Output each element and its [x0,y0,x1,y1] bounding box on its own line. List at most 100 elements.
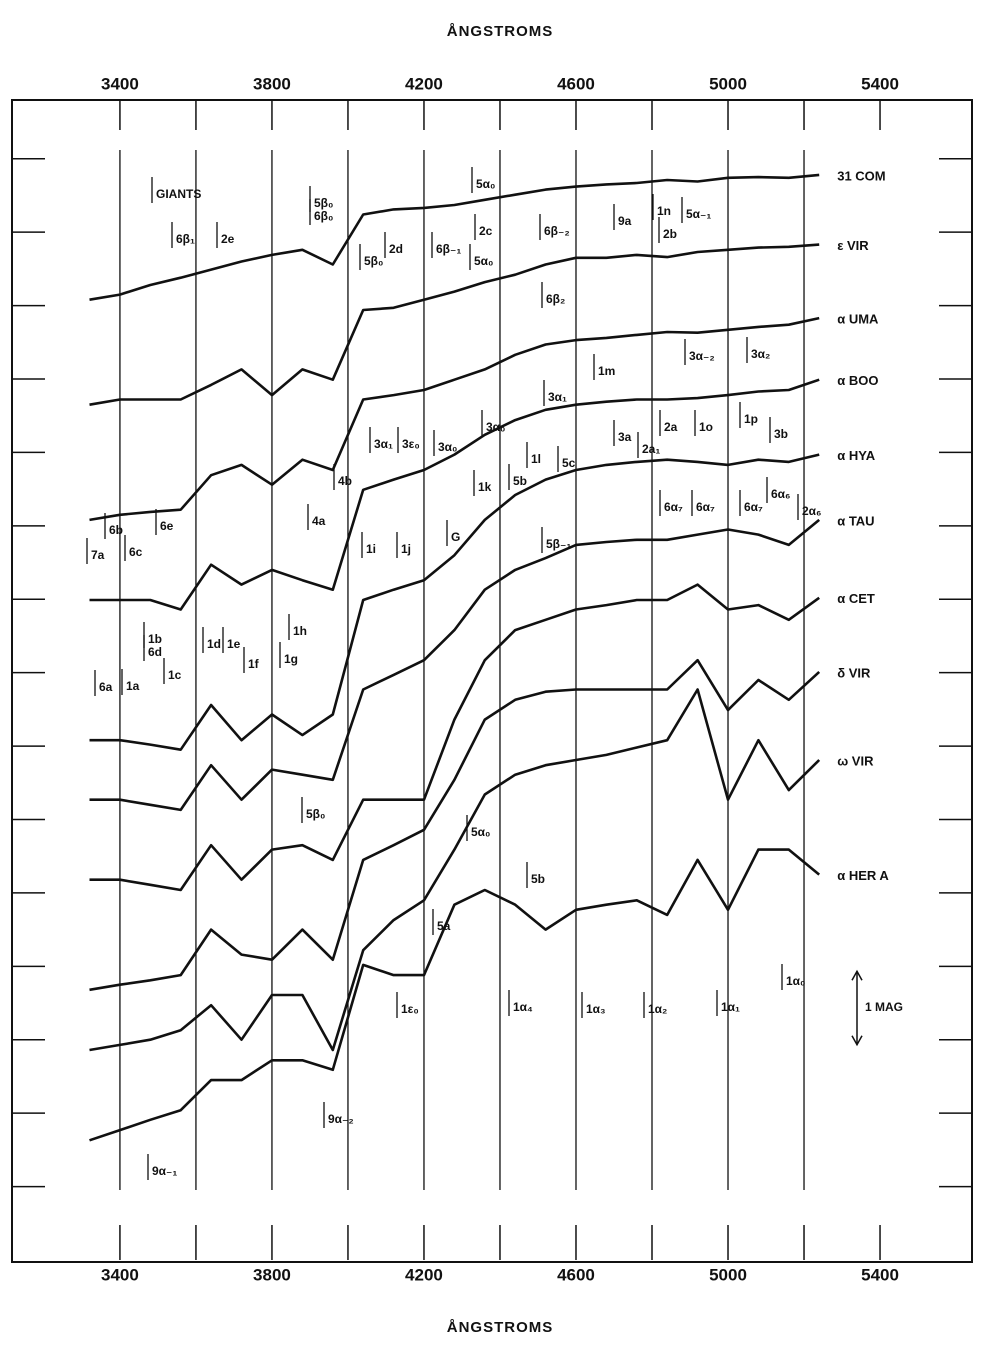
x-tick-label: 3800 [253,1265,291,1284]
annotation: 7a [91,548,105,562]
annotation: 3α₀ [438,440,457,454]
annotation: 3ε₀ [402,437,420,451]
spectrum-line [89,316,820,522]
spectrum-line [89,173,820,301]
x-tick-label: 5400 [861,74,899,93]
x-tick-label: 3400 [101,74,139,93]
spectrum-line [89,378,820,611]
x-tick-label: 4200 [405,74,443,93]
series-label: α CET [837,591,875,606]
annotation: 5a [437,919,451,933]
x-tick-label: 4200 [405,1265,443,1284]
series-label: 31 COM [837,168,885,183]
annotation: 1j [401,542,411,556]
annotation: 1b [148,632,162,646]
annotation: 5β₀ [314,196,333,210]
annotation: 3α₀ [486,420,505,434]
series-label: α HYA [837,448,875,463]
annotation: 5α₋₁ [686,207,711,221]
annotation: 1o [699,420,713,434]
annotation: 3b [774,427,788,441]
annotation: 1d [207,637,221,651]
annotation: 6d [148,645,162,659]
annotation: 1α₃ [586,1002,606,1016]
annotation: 4a [312,514,326,528]
annotation: 9a [618,214,632,228]
spectrum-line [89,243,820,406]
annotation: 1g [284,652,298,666]
annotation: 1c [168,668,182,682]
annotation: 9α₋₂ [328,1112,354,1126]
annotation: 5α₀ [474,254,493,268]
x-tick-label: 4600 [557,1265,595,1284]
annotation: 5α₀ [476,177,495,191]
annotation: 6α₇ [696,500,715,514]
annotation: 2e [221,232,235,246]
annotation: 5β₀ [364,254,383,268]
annotation: 1i [366,542,376,556]
x-axis-title-top: ÅNGSTROMS [447,23,554,40]
annotation: G [451,530,460,544]
annotation: 6α₇ [664,500,683,514]
annotation: 9α₋₁ [152,1164,177,1178]
annotation: 1k [478,480,492,494]
annotation: 6α₇ [744,500,763,514]
annotation: 1f [248,657,260,671]
annotation: 1α₄ [513,1000,533,1014]
annotation: 1ε₀ [401,1002,419,1016]
series-label: ε VIR [837,238,869,253]
annotation: 1α₁ [721,1000,740,1014]
annotation: 6b [109,523,123,537]
annotation: 2d [389,242,403,256]
annotation: 6α₆ [771,487,791,501]
annotation: 6a [99,680,113,694]
annotation: 3α₁ [374,437,393,451]
annotation: 2α₆ [802,504,822,518]
annotation: 1m [598,364,615,378]
x-tick-label: 5000 [709,74,747,93]
annotation: 1l [531,452,541,466]
x-axis-title: ÅNGSTROMS [447,1319,554,1336]
x-tick-label: 5000 [709,1265,747,1284]
annotation: 2a₁ [642,442,660,456]
annotation: 1n [657,204,671,218]
series-label: α HER A [837,868,889,883]
x-tick-label: 4600 [557,74,595,93]
annotation: 6β₁ [176,232,195,246]
annotation: 6c [129,545,143,559]
annotation: 5c [562,456,576,470]
annotation: 5α₀ [471,825,490,839]
spectrum-line [89,848,821,1142]
annotation: 1p [744,412,758,426]
annotation: 5β₋₁ [546,537,571,551]
spectrum-line [89,583,820,892]
spectrum-line [89,453,820,751]
scale-label: 1 MAG [865,1000,903,1014]
annotation: 5b [513,474,527,488]
annotation: 3a [618,430,632,444]
annotation: GIANTS [156,187,201,201]
x-tick-label: 3400 [101,1265,139,1284]
annotation: 6e [160,519,174,533]
plot-frame [11,99,973,1263]
annotation: 1a [126,679,140,693]
annotation: 4b [338,474,352,488]
annotation: 3α₋₂ [689,349,715,363]
annotation: 2a [664,420,678,434]
annotation: 5β₀ [306,807,325,821]
annotation: 2c [479,224,493,238]
annotation: 6β₂ [546,292,565,306]
annotation: 6β₋₂ [544,224,570,238]
series-label: α TAU [837,513,874,528]
annotation: 1α₂ [648,1002,667,1016]
annotation: 1e [227,637,241,651]
annotation: 1h [293,624,307,638]
spectrum-line [89,688,821,1052]
annotation: 2b [663,227,677,241]
x-tick-label: 5400 [861,1265,899,1284]
annotation: 6β₋₁ [436,242,461,256]
spectrum-line [89,658,821,992]
scale-arrow [851,1035,863,1047]
series-label: ω VIR [837,753,874,768]
